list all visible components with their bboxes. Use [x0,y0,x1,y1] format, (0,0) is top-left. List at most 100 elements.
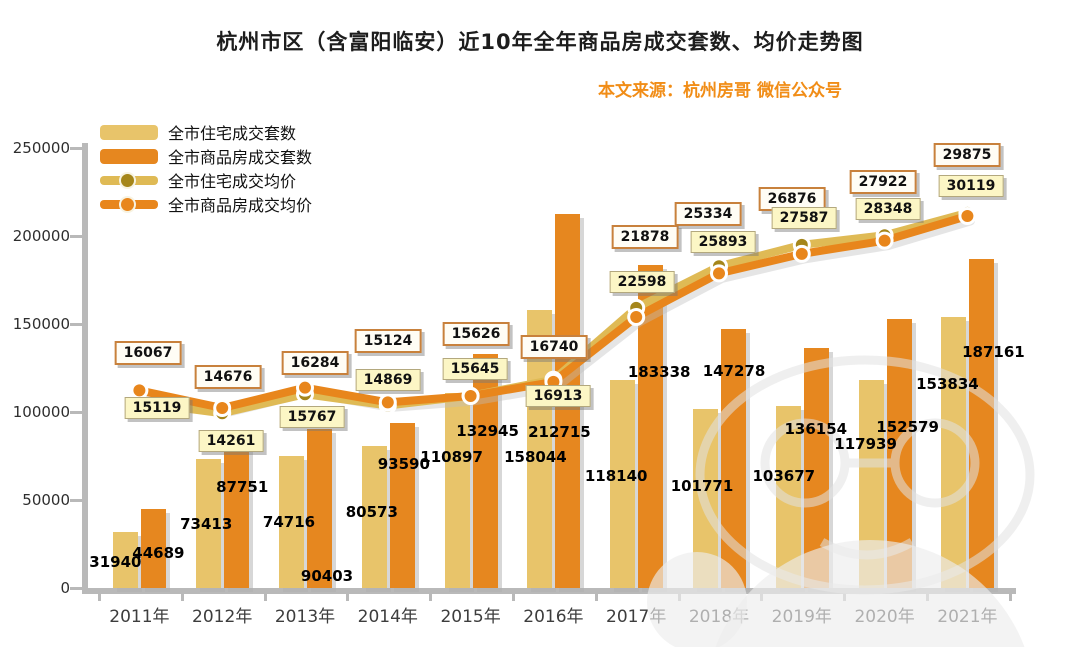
commodity-units-bar [141,509,167,588]
y-axis-tick [70,410,82,414]
residential-price-label: 22598 [609,271,675,293]
x-axis-tick [180,588,184,601]
residential-bar-swatch [100,124,158,140]
residential-units-bar [693,408,718,588]
commodity-price-label: 25334 [674,202,742,226]
y-axis-tick-label: 100000 [12,403,70,421]
x-axis-tick [429,588,433,601]
commodity-units-bar [638,265,664,588]
commodity-price-label: 21878 [611,225,679,249]
legend-label: 全市住宅成交均价 [168,172,297,191]
residential-price-label: 14261 [198,430,264,452]
residential-price-label: 30119 [938,175,1004,197]
commodity-units-value: 87751 [216,478,269,496]
commodity-units-value: 136154 [784,420,848,438]
y-axis-tick-label: 0 [60,579,70,597]
y-axis-tick-label: 200000 [12,227,70,245]
x-axis-category-label: 2015年 [440,607,501,627]
x-axis-category-label: 2013年 [274,607,336,627]
residential-units-value: 101771 [670,477,734,495]
x-axis-tick [263,588,267,601]
x-axis-category-label: 2014年 [357,607,418,627]
x-axis-tick [346,588,350,601]
residential-price-label: 25893 [690,231,756,253]
y-axis-tick [70,146,82,150]
residential-units-bar [858,380,884,588]
commodity-price-label: 29875 [933,143,1001,167]
x-axis-tick [512,588,515,601]
x-axis-tick [843,588,847,601]
residential-units-value: 110897 [420,448,483,466]
x-axis-category-label: 2021年 [937,607,998,627]
commodity-units-value: 183338 [627,363,691,381]
residential-units-value: 74716 [262,513,316,531]
residential-units-value: 103677 [752,467,816,485]
residential-price-label: 15767 [279,406,345,428]
residential-line-swatch [100,171,158,189]
commodity-units-bar [969,258,995,588]
x-axis-category-label: 2011年 [109,607,170,627]
x-axis-category-label: 2020年 [854,607,915,627]
residential-price-label: 15119 [124,397,190,419]
legend-item-commodity-price: 全市商品房成交均价 [100,192,312,216]
residential-units-bar [113,531,139,588]
x-axis-tick [1008,588,1012,601]
commodity-price-label: 14676 [194,365,262,389]
commodity-bar-swatch [100,148,158,164]
x-axis [82,588,1016,594]
commodity-units-value: 93590 [377,455,430,473]
y-axis-tick [70,498,82,502]
commodity-units-bar [389,423,415,588]
commodity-units-value: 132945 [456,422,519,440]
residential-units-value: 80573 [345,503,398,521]
legend-item-commodity-units: 全市商品房成交套数 [100,144,312,168]
x-axis-category-label: 2018年 [688,607,750,627]
residential-units-bar [361,446,387,588]
commodity-units-bar [886,319,912,588]
commodity-price-label: 16740 [520,335,588,359]
residential-units-value: 118140 [584,467,648,485]
residential-units-bar [279,456,304,588]
residential-price-label: 16913 [525,385,591,407]
residential-units-value: 153834 [916,375,979,393]
residential-units-bar [196,458,222,588]
y-axis-tick-label: 250000 [12,139,70,157]
commodity-price-label: 16284 [281,351,349,375]
commodity-units-bar [472,354,498,588]
commodity-price-label: 15124 [354,329,422,353]
residential-units-value: 158044 [504,448,567,466]
y-axis-tick [70,234,82,238]
x-axis-category-label: 2016年 [523,607,584,627]
residential-units-value: 73413 [180,515,233,533]
x-axis-category-label: 2012年 [192,607,253,627]
commodity-units-bar [307,428,332,588]
x-axis-tick [926,588,929,601]
legend-item-residential-price: 全市住宅成交均价 [100,168,312,192]
legend: 全市住宅成交套数 全市商品房成交套数 全市住宅成交均价 全市商品房成交均价 [100,120,312,216]
x-axis-tick [760,588,764,601]
commodity-units-value: 212715 [528,423,591,441]
y-axis-tick-label: 50000 [22,491,70,509]
residential-units-bar [444,392,470,588]
residential-units-value: 31940 [89,553,142,571]
residential-price-label: 28348 [855,198,921,220]
legend-label: 全市商品房成交均价 [168,196,313,215]
x-axis-tick [677,588,681,601]
commodity-units-bar [224,433,250,588]
legend-label: 全市商品房成交套数 [168,148,313,167]
legend-item-residential-units: 全市住宅成交套数 [100,120,312,144]
y-axis [82,143,88,594]
residential-price-label: 15645 [442,358,508,380]
x-axis-tick [594,588,598,601]
commodity-units-value: 44689 [132,544,185,562]
y-axis-tick [70,586,82,590]
source-note: 本文来源：杭州房哥 微信公众号 [598,81,842,101]
commodity-units-value: 152579 [876,418,939,436]
page-title: 杭州市区（含富阳临安）近10年全年商品房成交套数、均价走势图 [216,30,864,54]
legend-label: 全市住宅成交套数 [168,124,297,143]
commodity-price-label: 15626 [442,322,510,346]
commodity-units-value: 90403 [300,567,354,585]
commodity-line-swatch [100,195,158,213]
